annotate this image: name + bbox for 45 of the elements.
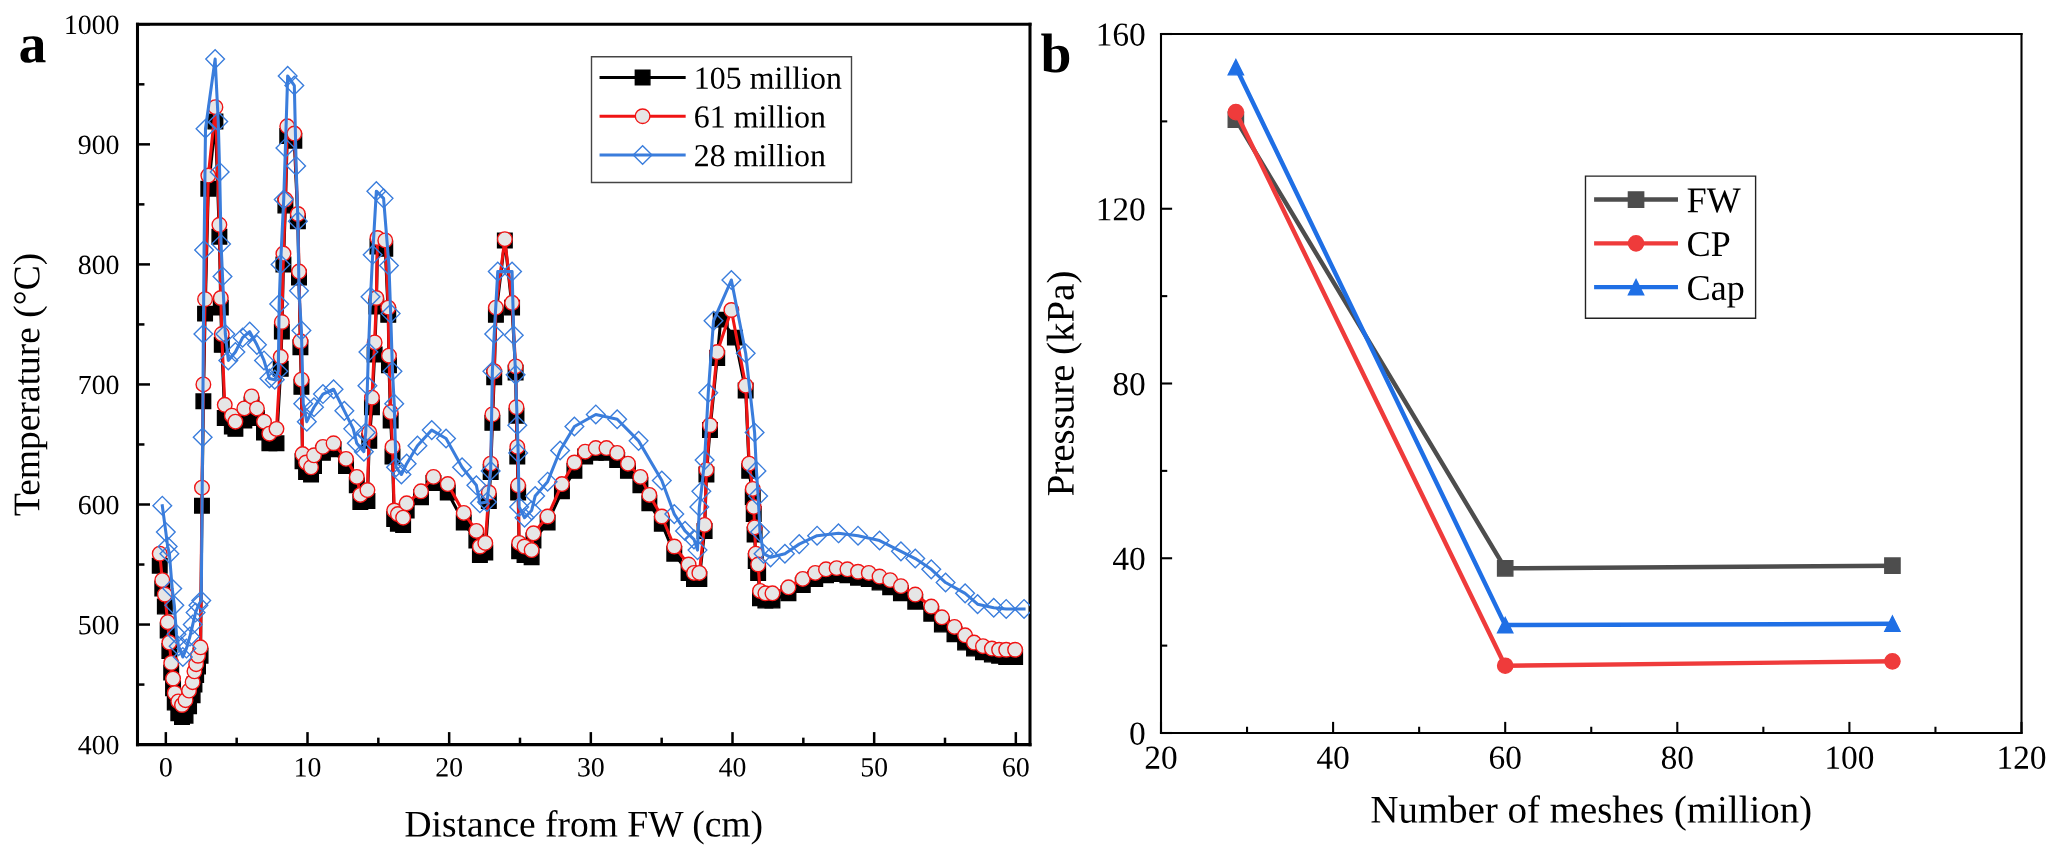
legend-label: Cap — [1688, 275, 1744, 308]
x-tick-label: 50 — [861, 757, 887, 777]
x-tick-label: 60 — [1489, 746, 1521, 769]
y-tick-label: 1000 — [66, 15, 119, 35]
x-tick-label: 120 — [1999, 746, 2046, 769]
y-axis-title: Temperature (°C) — [13, 254, 48, 516]
point — [1227, 103, 1245, 121]
y-axis-title: Pressure (kPa) — [1046, 272, 1082, 496]
x-tick-label: 60 — [1003, 757, 1029, 777]
x-tick-label: 30 — [578, 757, 604, 777]
x-tick-label: 40 — [719, 757, 746, 777]
x-tick-label: 10 — [296, 757, 321, 777]
x-tick-label: 0 — [159, 757, 172, 777]
legend-label: FW — [1687, 188, 1741, 213]
x-tick-label: 40 — [1317, 746, 1349, 769]
y-tick-label: 0 — [1130, 722, 1145, 745]
y-tick-label: 80 — [1113, 372, 1145, 396]
legend-label: 105 million — [696, 66, 842, 89]
x-tick-label: 20 — [1145, 746, 1177, 769]
legend-label: CP — [1688, 232, 1730, 257]
chart-title: b — [1041, 33, 1070, 73]
point — [1496, 657, 1514, 675]
point — [1496, 559, 1514, 577]
y-tick-label: 40 — [1113, 547, 1145, 571]
point — [1227, 58, 1245, 76]
y-tick-label: 160 — [1098, 23, 1145, 46]
chart-title: a — [20, 36, 46, 63]
legend-label: 61 million — [695, 105, 826, 128]
point — [1884, 615, 1901, 633]
x-axis-title: Number of meshes (million) — [1371, 795, 1811, 831]
y-tick-label: 500 — [79, 615, 119, 635]
y-tick-label: 700 — [79, 375, 119, 395]
y-tick-label: 800 — [78, 255, 119, 275]
y-tick-label: 400 — [78, 735, 119, 755]
x-tick-label: 80 — [1661, 746, 1693, 769]
x-tick-label: 20 — [436, 757, 462, 777]
y-tick-label: 120 — [1098, 198, 1145, 221]
x-tick-label: 100 — [1827, 746, 1874, 769]
x-axis-title: Distance from FW (cm) — [405, 810, 762, 845]
legend-label: 28 million — [695, 143, 826, 167]
point — [1496, 616, 1514, 634]
point — [1884, 557, 1901, 575]
y-tick-label: 900 — [78, 135, 119, 155]
y-tick-label: 600 — [78, 495, 119, 515]
point — [1884, 653, 1901, 670]
